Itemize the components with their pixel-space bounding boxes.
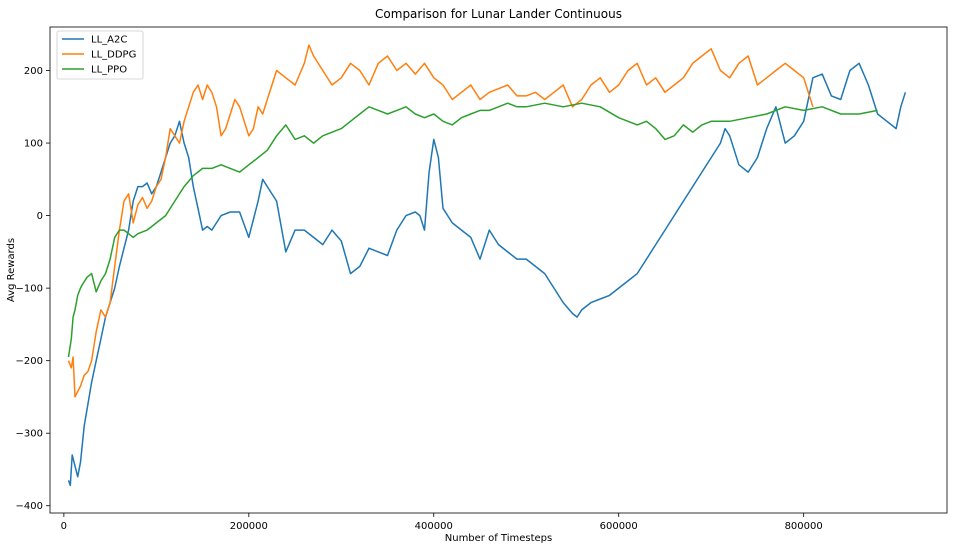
x-tick-label: 400000 [415,521,453,532]
y-axis: −400 −300 −200 −100 0 100 200 [16,66,50,512]
series-layer [67,44,907,487]
x-tick-label: 0 [61,521,67,532]
x-tick-label: 600000 [600,521,638,532]
y-tick-label: −400 [16,501,43,512]
y-tick-label: 200 [24,66,43,77]
series-line-ll-ppo [67,102,878,358]
plot-frame [49,26,948,514]
y-tick-label: −300 [16,429,43,440]
y-tick-label: −100 [16,284,43,295]
series-line-ll-a2c [67,62,907,487]
y-tick-label: −200 [16,356,43,367]
x-axis: 0 200000 400000 600000 800000 [61,513,823,532]
y-tick-label: 100 [24,139,43,150]
legend-label: LL_DDPG [91,50,136,61]
series-line-ll-ddpg [67,44,814,398]
y-tick-label: 0 [37,211,43,222]
legend-box [56,30,144,80]
legend: LL_A2C LL_DDPG LL_PPO [56,30,144,80]
y-axis-label: Avg Rewards [6,238,17,302]
chart-title: Comparison for Lunar Lander Continuous [375,7,622,21]
x-tick-label: 800000 [785,521,823,532]
legend-label: LL_PPO [91,65,127,76]
legend-label: LL_A2C [91,35,127,46]
x-tick-label: 200000 [230,521,268,532]
x-axis-label: Number of Timesteps [445,533,552,544]
